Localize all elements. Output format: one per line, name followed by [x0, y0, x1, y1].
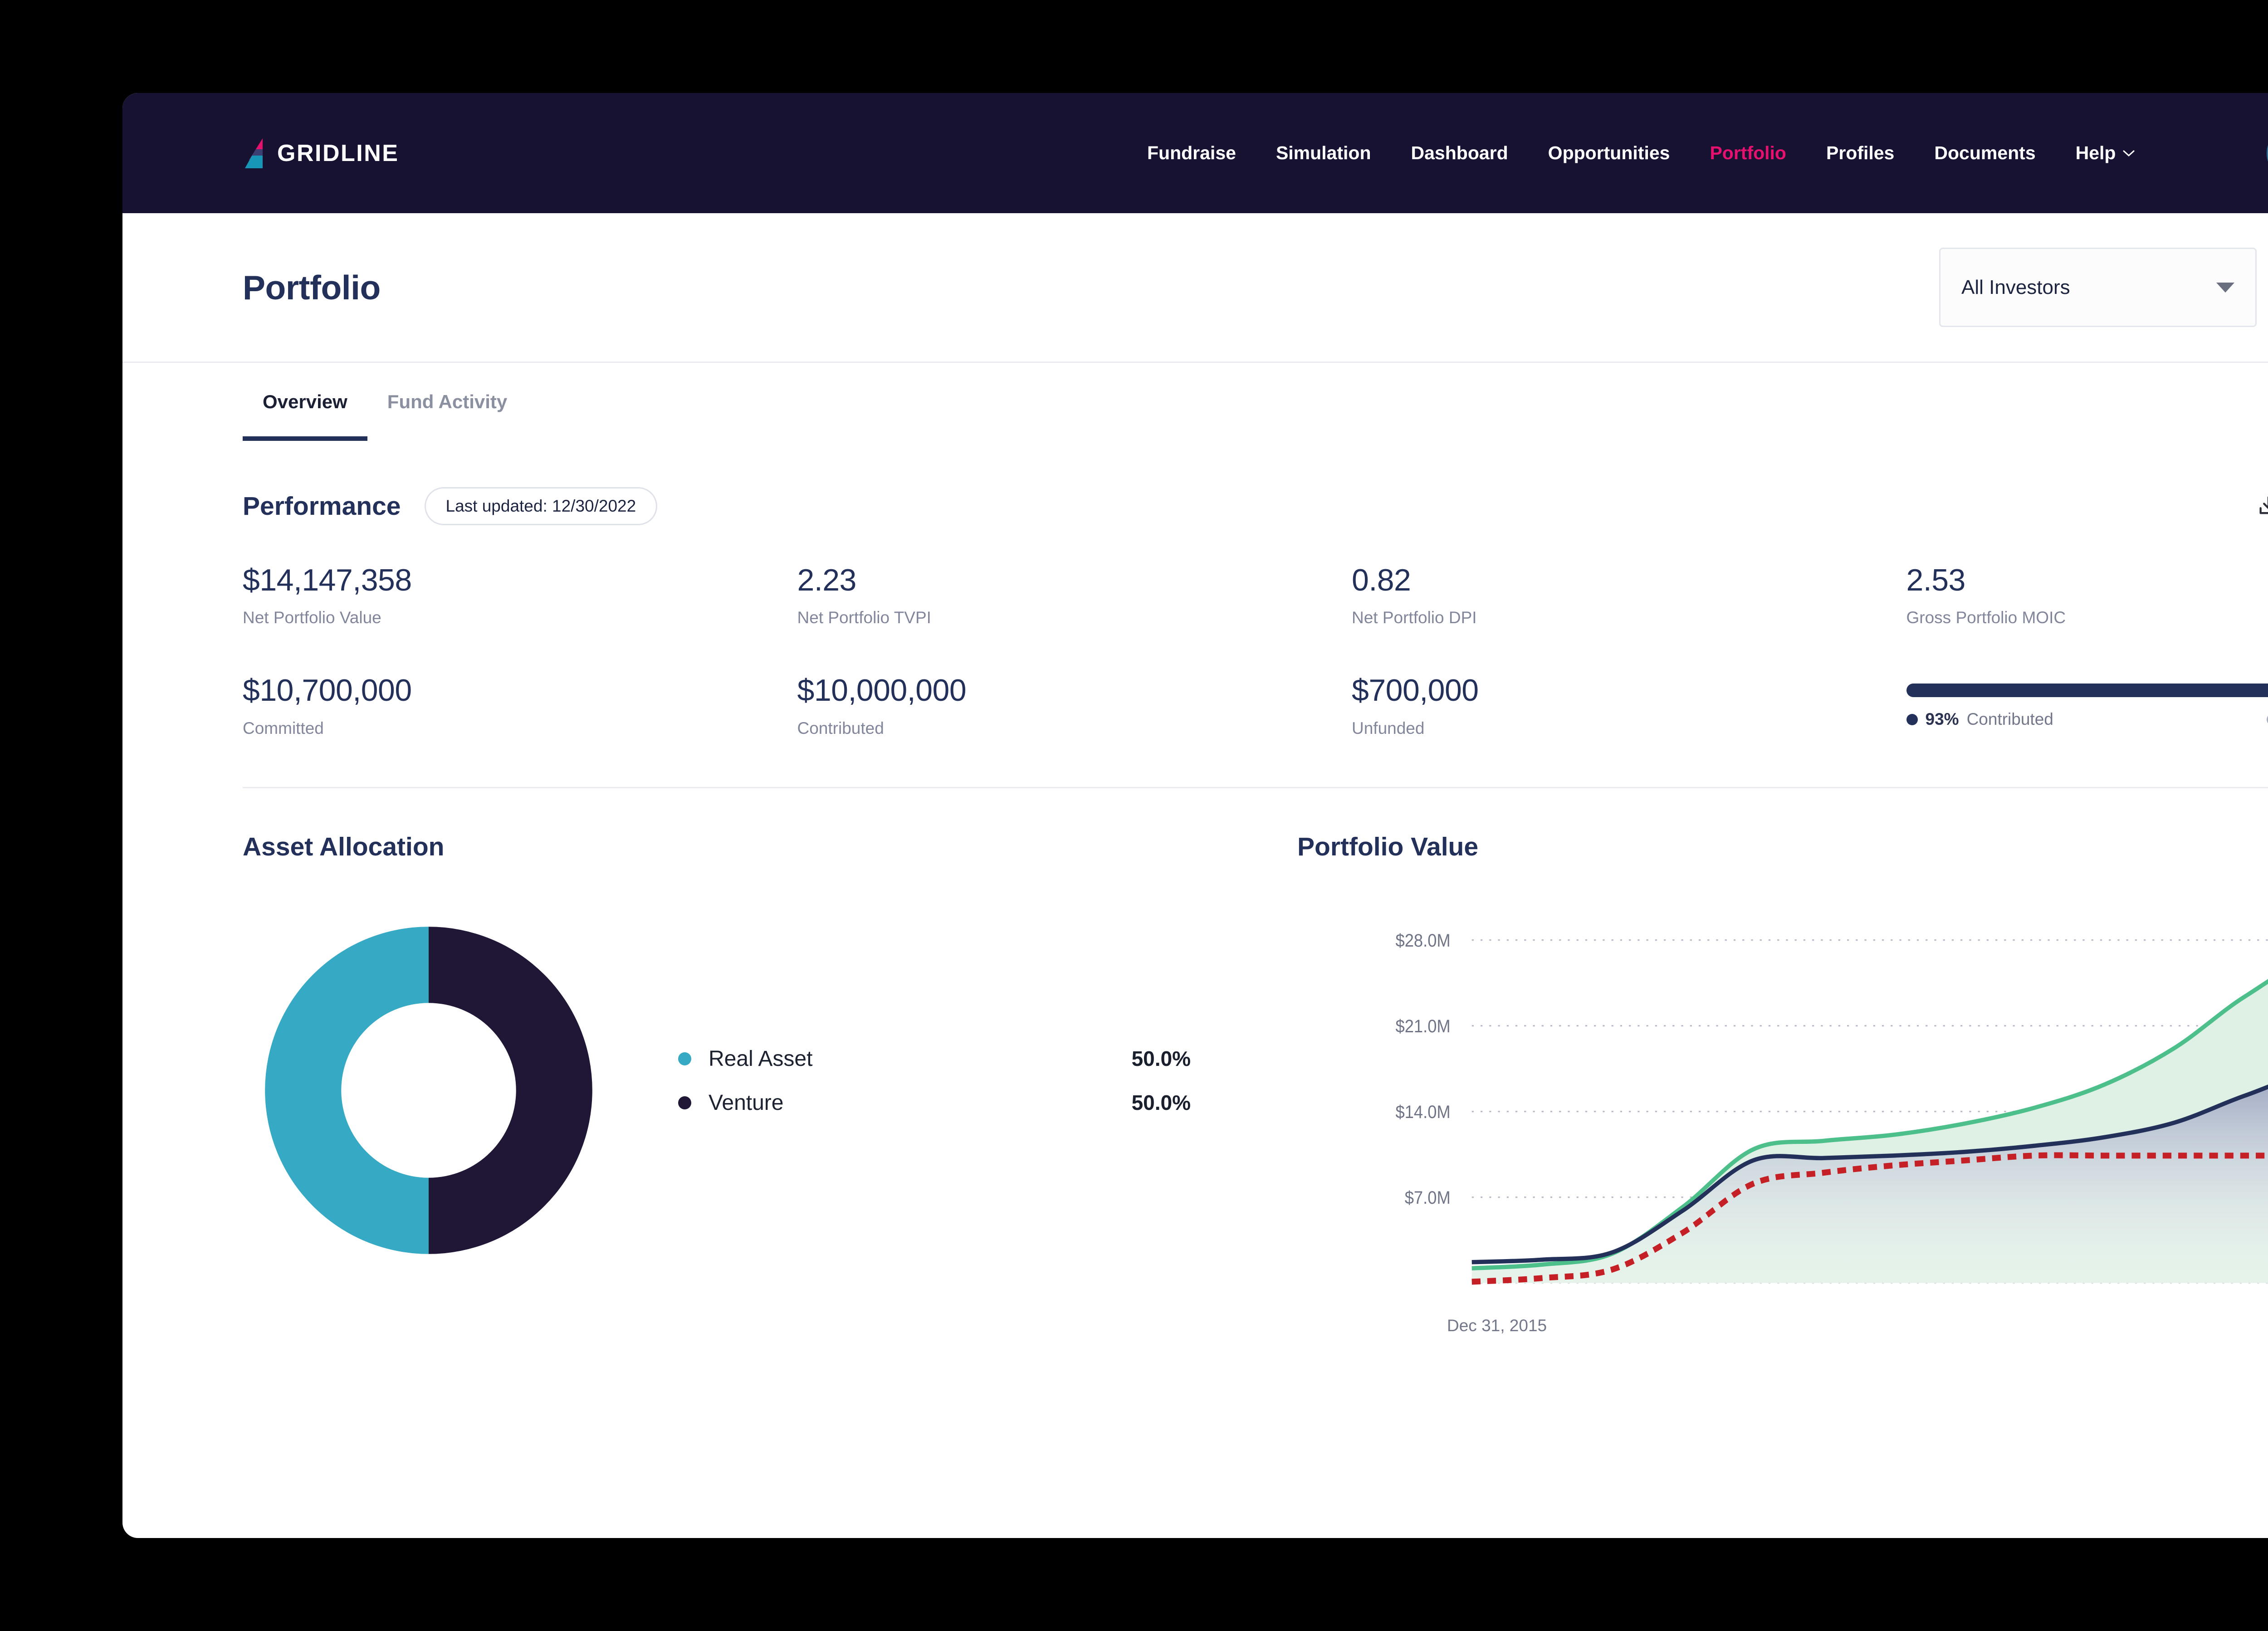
legend-unfunded: 7% Unfunded: [2267, 710, 2268, 729]
portfolio-value-chart: $7.0M $14.0M $21.0M $28.0M: [1396, 930, 2268, 1285]
portfolio-value-section: Portfolio Value $7.0M $14.0M $21.0M $28.0M …: [1297, 832, 2268, 1335]
legend-dot-unfunded: [2267, 713, 2268, 725]
page-title: Portfolio: [243, 268, 381, 307]
metric-net-portfolio-dpi: 0.82 Net Portfolio DPI: [1352, 564, 1906, 627]
y-axis-tick-label: $7.0M: [1405, 1187, 1451, 1208]
metric-value: 0.82: [1352, 563, 1411, 597]
legend-label: Real Asset: [709, 1046, 813, 1071]
metric-net-portfolio-tvpi: 2.23 Net Portfolio TVPI: [797, 564, 1352, 627]
metric-label: Contributed: [797, 718, 884, 737]
brand-logo[interactable]: GRIDLINE: [243, 138, 399, 168]
top-navigation-bar: GRIDLINE Fundraise Simulation Dashboard …: [122, 93, 2268, 213]
last-updated-badge: Last updated: 12/30/2022: [424, 487, 658, 525]
chart-x-axis-labels: Dec 31, 2015 Dec 31, 2022: [1297, 1316, 2268, 1335]
asset-allocation-donut-chart: [265, 926, 592, 1254]
metric-value: 2.23: [797, 563, 857, 597]
metric-net-portfolio-value: $14,147,358 Net Portfolio Value: [243, 564, 797, 627]
nav-item-dashboard[interactable]: Dashboard: [1411, 142, 1508, 163]
legend-label: Venture: [709, 1090, 784, 1115]
nav-item-opportunities[interactable]: Opportunities: [1548, 142, 1670, 163]
portfolio-tabs: Overview Fund Activity: [122, 391, 2268, 441]
legend-item-venture: Venture 50.0%: [678, 1090, 1191, 1115]
legend-dot-real-asset: [678, 1052, 691, 1065]
donut-slice-venture: [429, 926, 592, 1254]
metric-label: Net Portfolio Value: [243, 608, 381, 627]
asset-allocation-section: Asset Allocation Real Asset 50.0% Vent: [243, 832, 1238, 1335]
asset-allocation-body: Real Asset 50.0% Venture 50.0%: [243, 904, 1238, 1276]
investor-filter-value: All Investors: [1961, 276, 2070, 298]
tab-fund-activity[interactable]: Fund Activity: [387, 391, 508, 412]
investor-filter-select[interactable]: All Investors: [1939, 248, 2257, 327]
download-pdf-button[interactable]: PDF: [2257, 494, 2268, 518]
x-axis-label-start: Dec 31, 2015: [1447, 1316, 1547, 1335]
metric-gross-portfolio-moic: 2.53 Gross Portfolio MOIC: [1906, 564, 2268, 627]
chart-y-axis-labels: $7.0M $14.0M $21.0M $28.0M: [1396, 930, 1451, 1208]
nav-item-help[interactable]: Help: [2056, 142, 2155, 164]
metric-label: Unfunded: [1352, 718, 1425, 737]
y-axis-tick-label: $28.0M: [1396, 930, 1451, 951]
y-axis-tick-label: $21.0M: [1396, 1016, 1451, 1036]
nav-item-fundraise[interactable]: Fundraise: [1147, 142, 1236, 163]
metric-unfunded: $700,000 Unfunded: [1352, 674, 1906, 737]
chevron-down-icon: [2123, 150, 2135, 156]
tab-overview[interactable]: Overview: [243, 391, 367, 441]
avatar[interactable]: OA: [2267, 126, 2268, 180]
chart-line-1: [1471, 1084, 2268, 1265]
asset-allocation-legend: Real Asset 50.0% Venture 50.0%: [678, 1046, 1191, 1134]
donut-slice-real-asset: [265, 926, 429, 1254]
metric-value: 2.53: [1906, 563, 1966, 597]
brand-name: GRIDLINE: [277, 140, 399, 166]
funding-progress-legend: 93% Contributed 7% Unfunded: [1906, 710, 2268, 729]
nav-item-simulation[interactable]: Simulation: [1276, 142, 1371, 163]
funding-progress-fill: [1906, 684, 2268, 698]
gridline-logo-icon: [245, 138, 263, 168]
legend-percent: 50.0%: [1131, 1047, 1191, 1071]
metric-value: $10,700,000: [243, 673, 412, 708]
nav-links: Fundraise Simulation Dashboard Opportuni…: [1127, 142, 2155, 164]
metric-value: $700,000: [1352, 673, 1479, 708]
metric-label: Committed: [243, 718, 324, 737]
legend-dot-venture: [678, 1096, 691, 1109]
page-header: Portfolio All Investors: [122, 213, 2268, 363]
funding-progress-block: 93% Contributed 7% Unfunded: [1906, 684, 2268, 729]
nav-item-portfolio[interactable]: Portfolio: [1710, 142, 1786, 163]
legend-contributed: 93% Contributed: [1906, 710, 2053, 729]
portfolio-value-chart-area: $7.0M $14.0M $21.0M $28.0M Dec 31, 2015 Dec…: [1297, 896, 2268, 1335]
nav-item-documents[interactable]: Documents: [1934, 142, 2036, 163]
metric-value: $10,000,000: [797, 673, 967, 708]
section-divider: [243, 786, 2268, 788]
metric-value: $14,147,358: [243, 563, 412, 597]
performance-title: Performance: [243, 492, 401, 521]
legend-dot-contributed: [1906, 713, 1918, 725]
chart-line-2: [1471, 1152, 2268, 1285]
chevron-down-icon: [2216, 282, 2234, 293]
portfolio-value-title: Portfolio Value: [1297, 832, 1479, 861]
lower-section: Asset Allocation Real Asset 50.0% Vent: [122, 832, 2268, 1335]
download-icon: [2259, 496, 2268, 514]
metric-label: Net Portfolio TVPI: [797, 608, 931, 627]
performance-metrics-grid: $14,147,358 Net Portfolio Value 2.23 Net…: [122, 564, 2268, 738]
app-window: GRIDLINE Fundraise Simulation Dashboard …: [122, 93, 2268, 1538]
asset-allocation-title: Asset Allocation: [243, 832, 445, 861]
chart-area-1: [1471, 1087, 2268, 1283]
metric-label: Gross Portfolio MOIC: [1906, 608, 2066, 627]
performance-header: Performance Last updated: 12/30/2022 PDF: [122, 487, 2268, 525]
metric-label: Net Portfolio DPI: [1352, 608, 1477, 627]
legend-percent: 50.0%: [1131, 1091, 1191, 1115]
y-axis-tick-label: $14.0M: [1396, 1102, 1451, 1122]
funding-progress-bar: [1906, 684, 2268, 698]
legend-contributed-label: Contributed: [1966, 710, 2053, 729]
chart-series: [1471, 979, 2268, 1285]
nav-item-help-label: Help: [2075, 142, 2116, 163]
legend-item-real-asset: Real Asset 50.0%: [678, 1046, 1191, 1071]
legend-contributed-pct: 93%: [1925, 710, 1959, 729]
nav-item-profiles[interactable]: Profiles: [1826, 142, 1895, 163]
metric-contributed: $10,000,000 Contributed: [797, 674, 1352, 737]
metric-committed: $10,700,000 Committed: [243, 674, 797, 737]
